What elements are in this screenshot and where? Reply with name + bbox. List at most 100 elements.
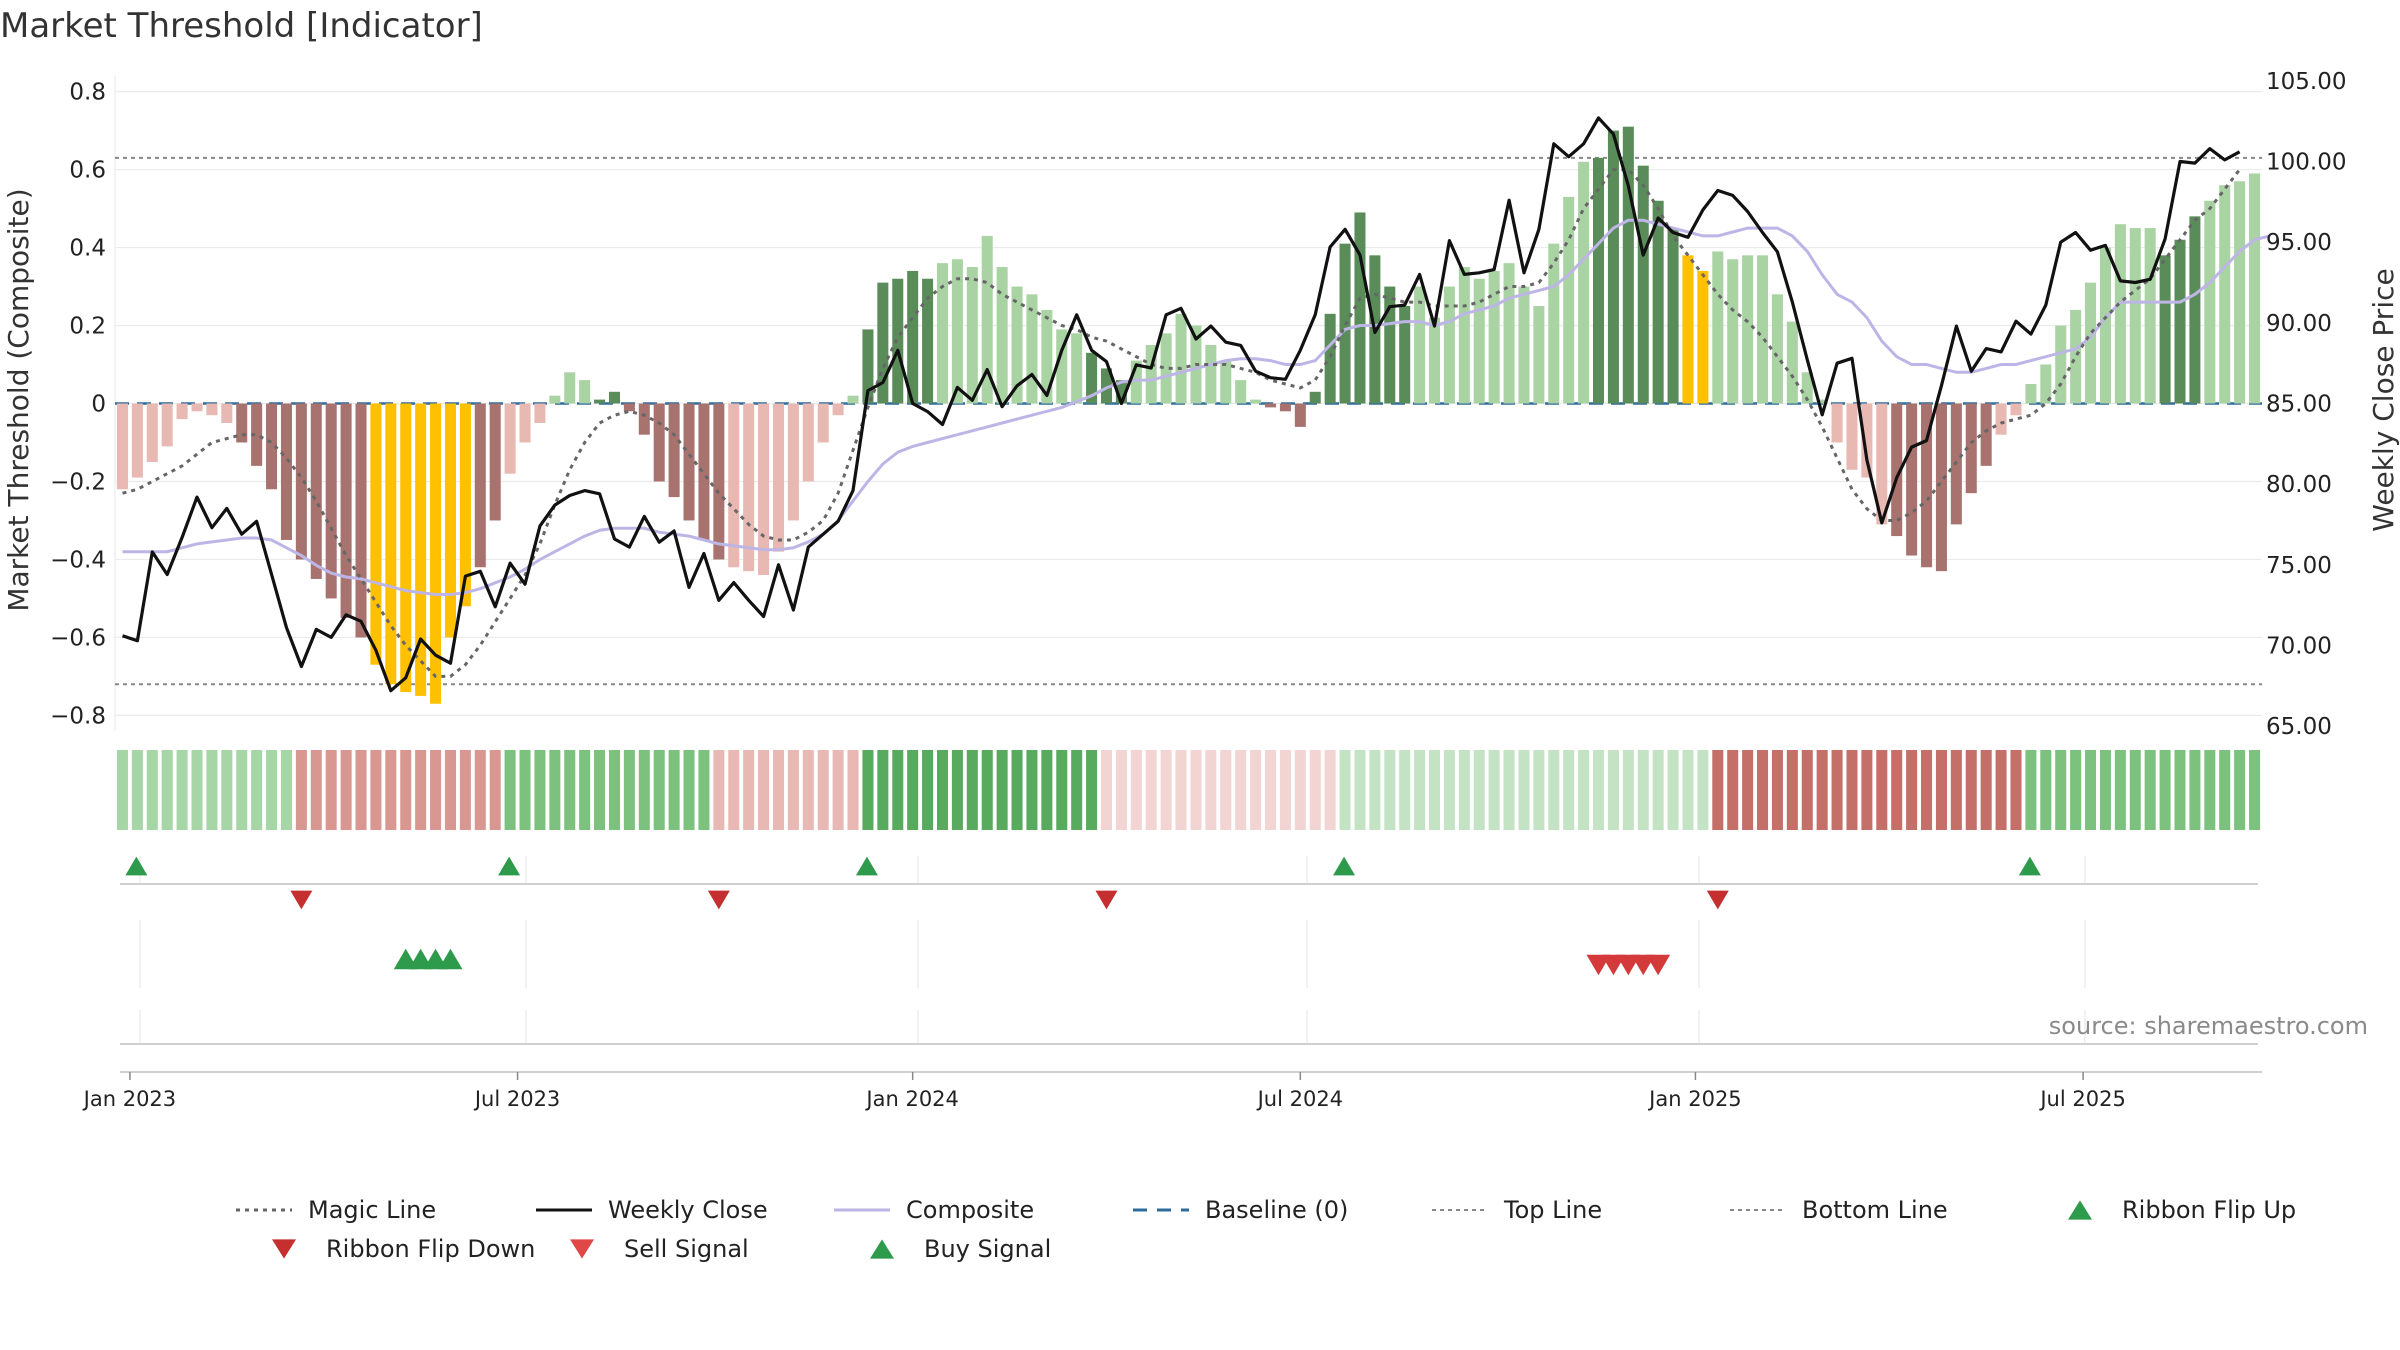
composite-bar [1921,403,1933,568]
legend-item: Top Line [1432,1196,1602,1224]
composite-bar [385,403,397,685]
composite-bar [2099,247,2111,404]
composite-bar [1891,403,1903,537]
composite-bar [1995,403,2007,435]
legend-item: Ribbon Flip Down [272,1235,535,1263]
composite-bar [1160,333,1172,404]
weekly-close-line [122,116,2241,693]
composite-bar [623,403,635,412]
date-tick-label: Jan 2025 [1647,1087,1742,1111]
ribbon-cell [936,750,949,830]
ribbon-cell [444,750,456,830]
ribbon-cell [922,750,934,830]
ribbon-cell [1190,750,1202,830]
ribbon-cell [1965,750,1977,830]
ribbon-cell [1011,750,1023,830]
right-tick-label: 80.00 [2266,472,2332,498]
composite-bars [116,126,2261,704]
ribbon-cell [1712,750,1724,830]
composite-bar [1727,259,1739,404]
composite-bar [1548,243,1560,404]
composite-bar [802,403,814,482]
ribbon-cell [1921,750,1933,830]
source-label: source: sharemaestro.com [2049,1012,2368,1040]
ribbon-cell [668,750,680,830]
composite-bar [444,403,456,638]
ribbon-cell [802,750,814,830]
left-tick-label: −0.2 [50,469,106,495]
composite-bar [2204,200,2216,404]
right-tick-label: 85.00 [2266,392,2332,418]
ribbon-cell [1250,750,1262,830]
ribbon-cell [236,750,248,830]
ribbon-cell [1742,750,1754,830]
ribbon-cell [1399,750,1411,830]
ribbon-cell [1861,750,1873,830]
composite-bar [877,282,889,404]
legend-label: Magic Line [308,1196,436,1224]
sell-signal-marker [1646,954,1671,976]
ribbon-cell [1697,750,1709,830]
composite-bar [1414,286,1426,404]
composite-bar [370,403,382,665]
composite-bar [1115,380,1127,404]
ribbon-cell [683,750,695,830]
composite-bar [966,267,978,404]
ribbon-cell [1831,750,1843,830]
composite-bar [1205,345,1217,404]
ribbon-cell [2114,750,2126,830]
composite-bar [772,403,784,552]
composite-bar [1965,403,1977,494]
ribbon-cell [996,750,1008,830]
ribbon-flip-up-marker [125,856,148,876]
composite-bar [743,403,755,572]
ribbon-cell [653,750,665,830]
composite-bar [1384,286,1396,404]
legend-item: Buy Signal [870,1235,1051,1263]
ribbon-cell [355,750,367,830]
composite-bar [922,278,934,404]
ribbon-flip-up-marker [2018,856,2041,876]
composite-bar [221,403,233,423]
ribbon-cell [772,750,784,830]
ribbon-cell [608,750,620,830]
composite-bar [1906,403,1918,556]
ribbon-cell [1682,750,1694,830]
ribbon-cell [1488,750,1500,830]
ribbon-cell [504,750,516,830]
ribbon-cell [534,750,546,830]
composite-bar [1786,321,1798,404]
composite-bar [1712,251,1724,404]
composite-bar [594,399,606,404]
ribbon-cell [1786,750,1798,830]
composite-bar [161,403,173,447]
ribbon-cell [2070,750,2082,830]
composite-bar [176,403,188,420]
composite-bar [832,403,844,416]
ribbon-cell [1846,750,1858,830]
ribbon-cell [1414,750,1426,830]
ribbon-cell [1637,750,1649,830]
legend-triangle-up-icon [2068,1200,2092,1220]
composite-bar [1026,294,1038,404]
ribbon-cell [787,750,799,830]
composite-bar [474,403,486,568]
ribbon-cell [2174,750,2186,830]
ribbon-cell [847,750,859,830]
left-tick-label: −0.6 [50,625,106,651]
left-tick-label: 0 [91,392,106,418]
composite-bar [2114,224,2126,404]
composite-bar [1846,403,1858,470]
legend-item: Ribbon Flip Up [2068,1196,2296,1224]
ribbon-cell [385,750,397,830]
composite-bar [1145,345,1157,404]
left-tick-label: −0.8 [50,703,106,729]
composite-bar [549,395,561,404]
ribbon-cell [1935,750,1947,830]
composite-bar [2174,239,2186,404]
ribbon-flip-up-marker [1333,856,1356,876]
ribbon-cell [1757,750,1769,830]
ribbon-cell [1876,750,1888,830]
composite-bar [951,259,963,404]
composite-bar [653,403,665,482]
